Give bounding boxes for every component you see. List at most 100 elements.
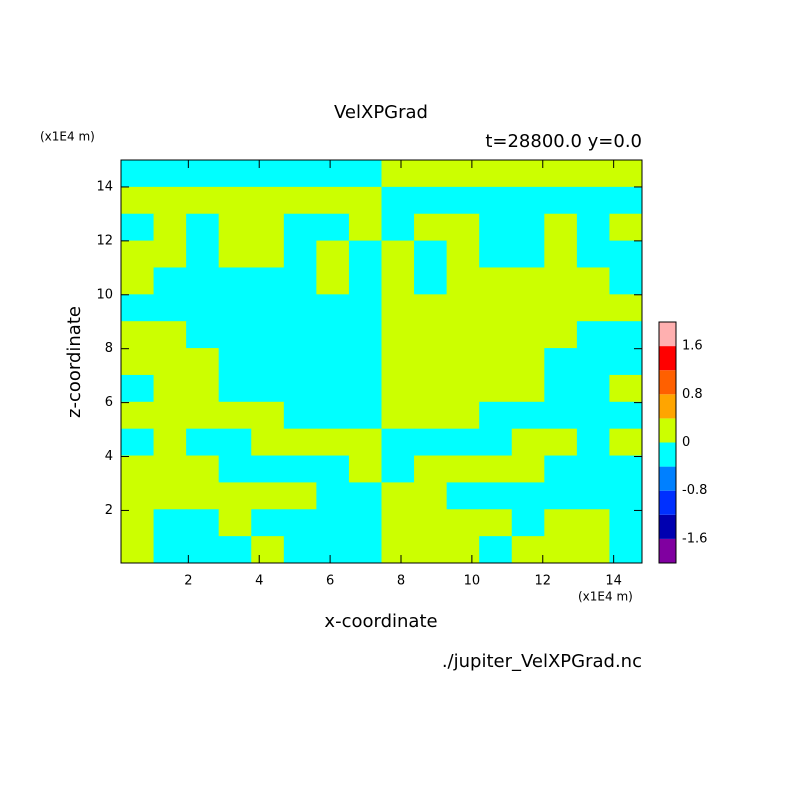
- contour-field: [121, 160, 643, 564]
- contour-cell: [218, 294, 252, 322]
- contour-cell: [609, 374, 643, 403]
- contour-cell: [251, 455, 285, 483]
- contour-cell: [609, 428, 643, 457]
- contour-cell: [446, 482, 480, 510]
- contour-cell: [544, 294, 578, 322]
- contour-cell: [544, 348, 578, 376]
- contour-cell: [186, 455, 220, 483]
- contour-cell: [381, 240, 415, 268]
- contour-cell: [414, 401, 448, 430]
- contour-cell: [446, 401, 480, 430]
- contour-cell: [381, 348, 415, 376]
- contour-cell: [316, 536, 350, 564]
- y-tick-label: 10: [96, 287, 113, 302]
- contour-cell: [414, 536, 448, 564]
- x-tick-label: 4: [255, 574, 263, 589]
- contour-cell: [511, 536, 545, 564]
- y-tick-label: 2: [105, 503, 113, 518]
- contour-cell: [414, 482, 448, 510]
- x-tick-label: 12: [534, 574, 551, 589]
- contour-cell: [576, 482, 610, 510]
- contour-cell: [251, 428, 285, 457]
- contour-cell: [544, 374, 578, 403]
- contour-cell: [316, 455, 350, 483]
- contour-cell: [479, 186, 513, 215]
- contour-cell: [544, 321, 578, 349]
- contour-cell: [544, 160, 578, 188]
- contour-cell: [479, 213, 513, 242]
- contour-cell: [446, 321, 480, 349]
- contour-cell: [446, 348, 480, 376]
- contour-cell: [218, 267, 252, 295]
- contour-cell: [283, 160, 317, 188]
- contour-cell: [414, 160, 448, 188]
- contour-cell: [511, 160, 545, 188]
- contour-cell: [186, 267, 220, 295]
- contour-cell: [251, 186, 285, 215]
- contour-cell: [251, 348, 285, 376]
- contour-cell: [153, 186, 187, 215]
- contour-cell: [218, 509, 252, 537]
- contour-cell: [153, 160, 187, 188]
- contour-cell: [414, 240, 448, 268]
- contour-cell: [153, 401, 187, 430]
- contour-cell: [609, 536, 643, 564]
- contour-cell: [511, 482, 545, 510]
- contour-cell: [121, 509, 155, 537]
- contour-cell: [186, 321, 220, 349]
- contour-cell: [251, 374, 285, 403]
- colorbar-frame: [658, 321, 677, 564]
- x-tick-label: 6: [326, 574, 334, 589]
- x-unit: (x1E4 m): [578, 590, 633, 604]
- contour-cell: [316, 186, 350, 215]
- contour-cell: [479, 536, 513, 564]
- contour-cell: [283, 294, 317, 322]
- contour-cell: [316, 348, 350, 376]
- contour-cell: [348, 160, 382, 188]
- contour-cell: [348, 401, 382, 430]
- contour-cell: [479, 482, 513, 510]
- contour-cell: [511, 321, 545, 349]
- contour-cell: [121, 321, 155, 349]
- contour-cell: [316, 240, 350, 268]
- contour-cell: [609, 401, 643, 430]
- contour-cell: [348, 455, 382, 483]
- contour-cell: [446, 213, 480, 242]
- contour-cell: [283, 186, 317, 215]
- contour-cell: [186, 213, 220, 242]
- contour-cell: [446, 374, 480, 403]
- contour-cell: [576, 213, 610, 242]
- colorbar-segment: [659, 394, 676, 419]
- contour-cell: [218, 348, 252, 376]
- contour-cell: [153, 536, 187, 564]
- contour-cell: [609, 160, 643, 188]
- contour-cell: [511, 428, 545, 457]
- contour-cell: [479, 348, 513, 376]
- contour-cell: [186, 186, 220, 215]
- colorbar-segment: [659, 490, 676, 515]
- contour-cell: [381, 455, 415, 483]
- colorbar-tick-label: 0.8: [682, 387, 703, 402]
- contour-cell: [316, 482, 350, 510]
- contour-cell: [316, 374, 350, 403]
- contour-cell: [121, 294, 155, 322]
- colorbar-segment: [659, 346, 676, 371]
- contour-cell: [121, 428, 155, 457]
- contour-cell: [186, 240, 220, 268]
- contour-cell: [348, 509, 382, 537]
- colorbar-segment: [659, 538, 676, 563]
- colorbar-tick-label: 1.6: [682, 339, 703, 354]
- contour-cell: [316, 213, 350, 242]
- y-tick-label: 6: [105, 395, 113, 410]
- x-tick-label: 10: [464, 574, 481, 589]
- contour-cell: [283, 321, 317, 349]
- contour-cell: [186, 294, 220, 322]
- contour-cell: [153, 213, 187, 242]
- contour-cell: [479, 267, 513, 295]
- y-tick-label: 14: [96, 179, 113, 194]
- contour-cell: [283, 374, 317, 403]
- contour-cell: [186, 401, 220, 430]
- y-axis-label: z-coordinate: [64, 306, 85, 418]
- contour-cell: [576, 267, 610, 295]
- contour-cell: [544, 186, 578, 215]
